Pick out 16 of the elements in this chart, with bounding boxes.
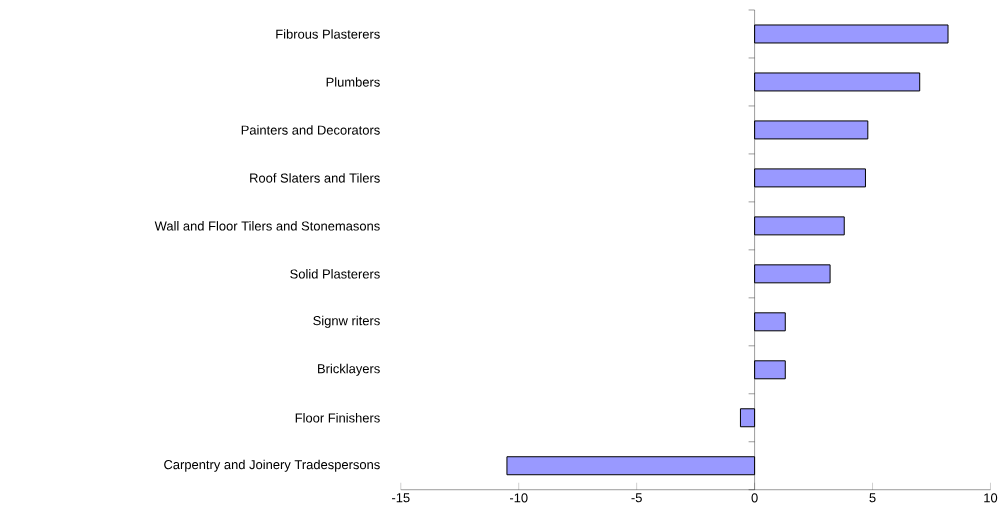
x-tick-label: 0 <box>751 493 758 503</box>
y-tick-label: Signw riters <box>313 315 380 328</box>
y-tick-label: Wall and Floor Tilers and Stonemasons <box>154 221 380 231</box>
y-tick-label: Plumbers <box>326 77 380 87</box>
x-tick-label: 10 <box>984 493 998 503</box>
y-tick-label: Floor Finishers <box>295 413 380 423</box>
y-tick-label: Fibrous Plasterers <box>276 29 380 39</box>
y-tick-label: Carpentry and Joinery Tradespersons <box>164 459 380 472</box>
y-tick-label: Painters and Decorators <box>241 125 380 135</box>
y-tick-label: Bricklayers <box>318 363 380 376</box>
x-tick-label: -15 <box>392 493 410 503</box>
y-tick-label: Solid Plasterers <box>290 269 380 279</box>
x-tick-label: 5 <box>869 493 876 503</box>
y-tick-label: Roof Slaters and Tilers <box>250 173 380 183</box>
x-tick-label: -10 <box>509 493 528 503</box>
x-tick-label: -5 <box>631 493 642 503</box>
